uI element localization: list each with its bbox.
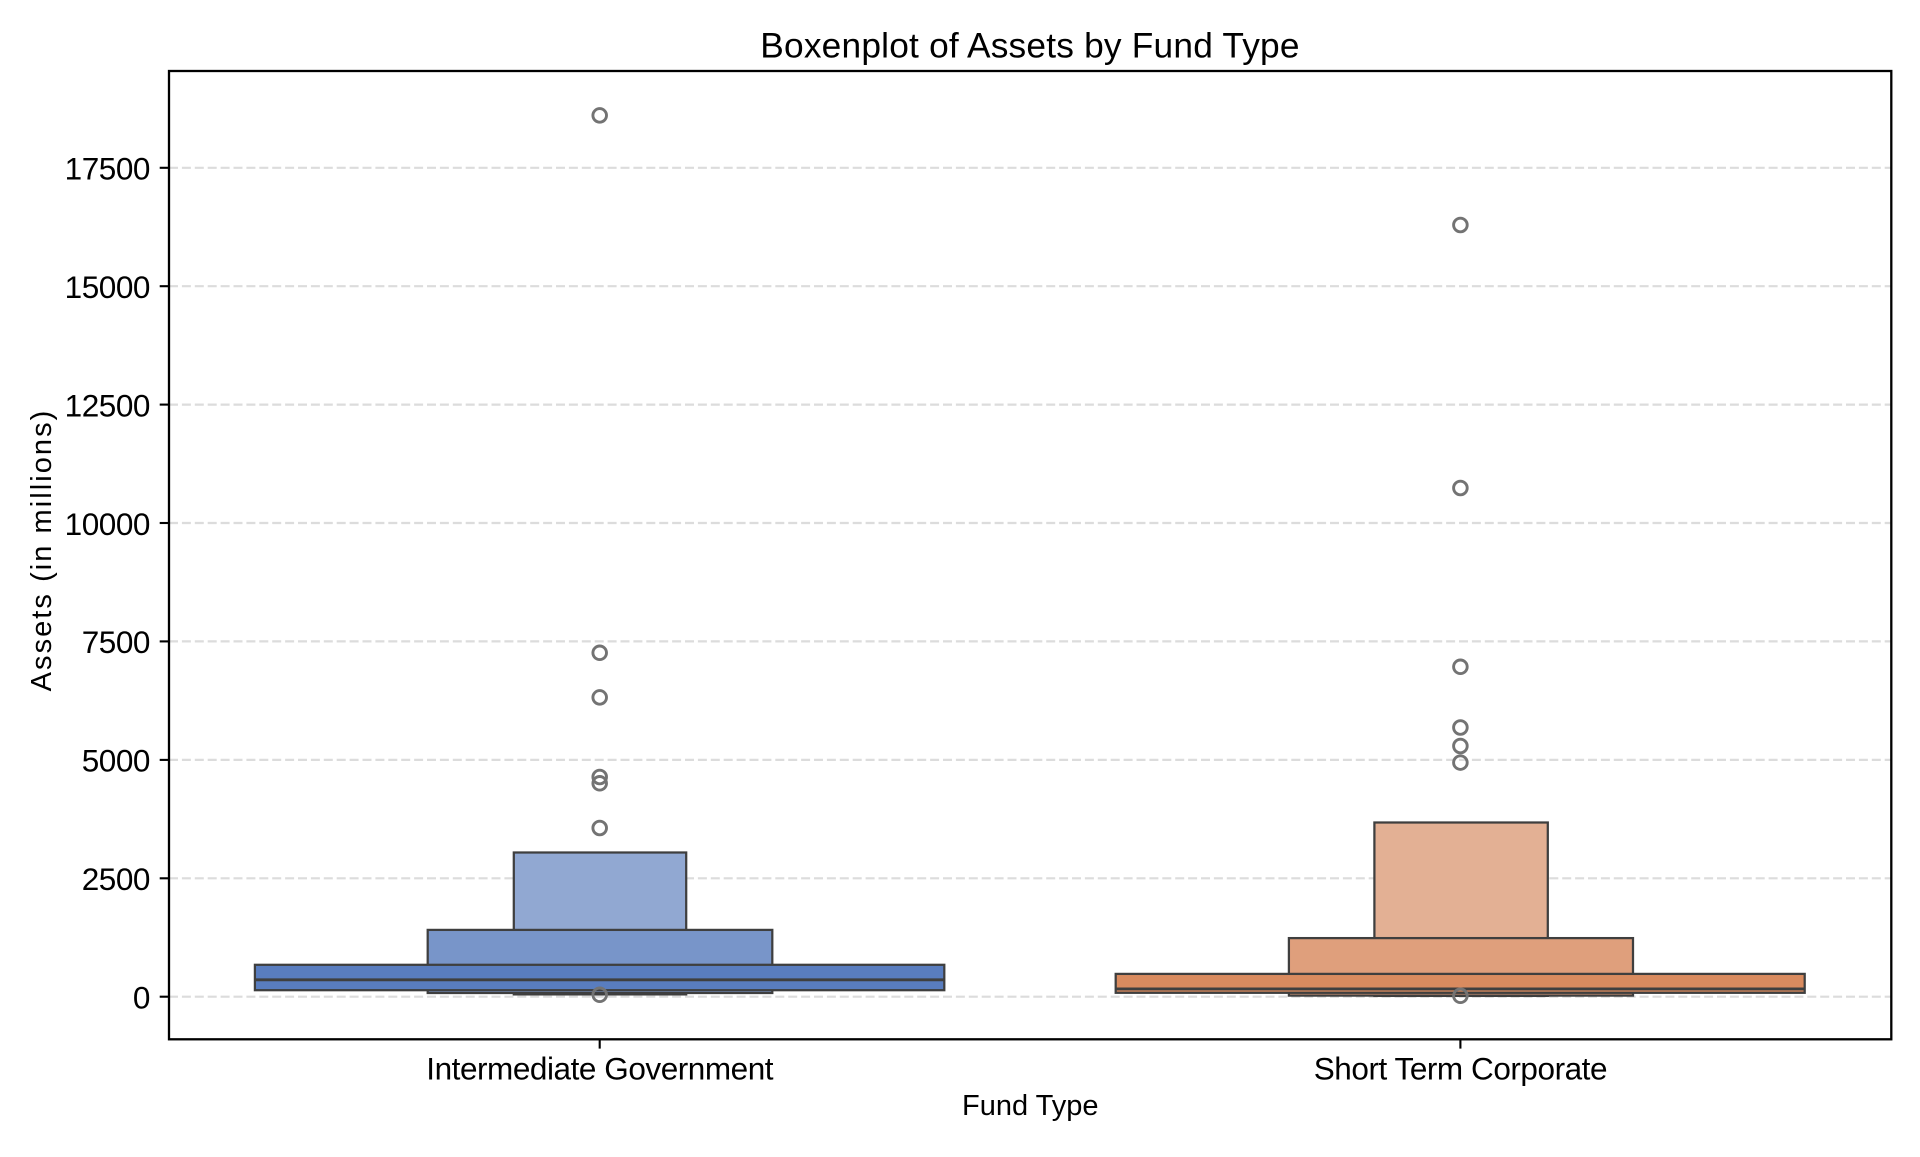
svg-text:10000: 10000 [65,506,150,542]
svg-text:15000: 15000 [65,269,150,305]
svg-text:7500: 7500 [82,624,150,660]
svg-text:Fund Type: Fund Type [962,1090,1099,1122]
svg-text:Short Term Corporate: Short Term Corporate [1314,1051,1607,1087]
svg-text:Boxenplot of Assets by Fund Ty: Boxenplot of Assets by Fund Type [760,26,1299,65]
svg-text:2500: 2500 [82,861,150,897]
svg-text:17500: 17500 [65,151,150,187]
svg-text:5000: 5000 [82,743,150,779]
svg-text:0: 0 [133,980,150,1016]
svg-text:Assets (in millions): Assets (in millions) [26,409,58,692]
svg-text:12500: 12500 [65,387,150,423]
svg-text:Intermediate Government: Intermediate Government [426,1051,774,1087]
